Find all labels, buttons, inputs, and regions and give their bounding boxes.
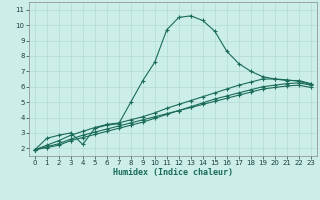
X-axis label: Humidex (Indice chaleur): Humidex (Indice chaleur) bbox=[113, 168, 233, 177]
